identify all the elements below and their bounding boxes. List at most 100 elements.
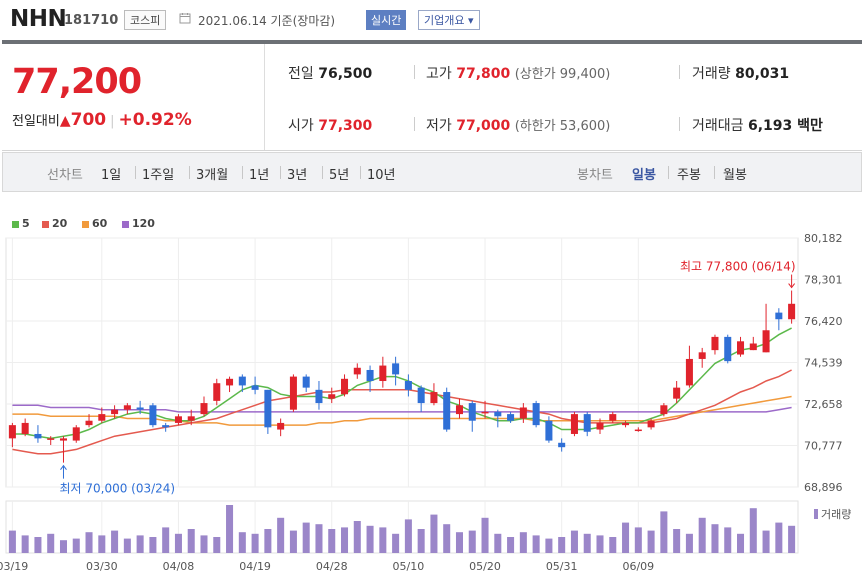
volume-bar [34, 537, 42, 553]
candle [47, 438, 55, 440]
candle [494, 411, 502, 417]
volume-bar [494, 533, 502, 553]
candle [417, 387, 425, 404]
tab-line-1주일[interactable]: 1주일 [142, 168, 175, 183]
y-tick-label: 74,539 [804, 357, 843, 370]
base-date: 2021.06.14 기준(장마감) [198, 14, 336, 28]
volume-bar [673, 529, 681, 553]
annotation-high-arrowhead [788, 283, 796, 289]
volume-bar [519, 532, 527, 553]
prev-close: 전일 76,500 [288, 66, 373, 82]
candle-chart-label: 봉차트 [577, 168, 613, 183]
candle [545, 420, 553, 441]
candle [443, 392, 451, 430]
volume-bar [315, 524, 323, 553]
tab-line-10년[interactable]: 10년 [367, 168, 396, 183]
volume-bar [47, 533, 55, 553]
candle [59, 438, 67, 441]
current-price: 77,200 [12, 62, 142, 102]
volume-bar [443, 524, 451, 553]
y-tick-label: 72,658 [804, 398, 843, 411]
realtime-button[interactable]: 실시간 [366, 10, 407, 30]
volume-bar [149, 537, 157, 553]
volume-bar [238, 532, 246, 553]
volume-bar [226, 505, 234, 553]
high-price: 고가 77,800 (상한가 99,400) [426, 66, 611, 82]
tab-candle-일봉[interactable]: 일봉 [632, 168, 656, 183]
y-tick-label: 68,896 [804, 481, 843, 494]
candle [519, 407, 527, 419]
candle [302, 376, 310, 388]
candle [749, 343, 757, 351]
candle [634, 429, 642, 432]
volume-bar [366, 525, 374, 553]
tab-line-5년[interactable]: 5년 [329, 168, 350, 183]
volume-bar [302, 522, 310, 553]
annotation-low-arrowhead [60, 464, 67, 470]
volume-bar [328, 529, 336, 553]
volume-bar [468, 530, 476, 553]
volume-bar [392, 533, 400, 553]
volume-bar [289, 530, 297, 553]
volume-bar [200, 535, 208, 553]
y-tick-label: 70,777 [804, 440, 843, 453]
volume-bar [353, 521, 361, 553]
volume-bar [85, 532, 93, 553]
candle [162, 425, 170, 428]
candle [673, 387, 681, 399]
volume-bar [162, 527, 170, 553]
stock-code: 181710 [64, 13, 119, 28]
current-price-box: 77,200 전일대비▲700 | +0.92% [2, 44, 265, 150]
tab-line-1년[interactable]: 1년 [249, 168, 270, 183]
legend-ma20: 20 [42, 217, 67, 230]
volume-bar [749, 508, 757, 553]
candle [558, 442, 566, 448]
volume-bar [647, 530, 655, 553]
volume-bar [59, 540, 67, 553]
tab-candle-주봉[interactable]: 주봉 [677, 168, 701, 183]
candle [392, 363, 400, 375]
change-value: 700 [70, 110, 107, 130]
candle [341, 378, 349, 395]
volume-bar [558, 537, 566, 553]
volume-bar [609, 537, 617, 553]
up-arrow-icon: ▲ [59, 113, 71, 129]
tab-candle-월봉[interactable]: 월봉 [723, 168, 747, 183]
company-info-dropdown[interactable]: 기업개요 ▾ [418, 10, 480, 30]
candle [711, 336, 719, 351]
ma60-line [12, 395, 792, 426]
volume-bar [213, 537, 221, 553]
candle [685, 358, 693, 386]
volume-bar [762, 530, 770, 553]
volume-bar [123, 538, 131, 553]
volume-bar [187, 529, 195, 553]
price-chart[interactable]: 80,182 78,301 76,420 74,539 72,658 70,777 68,8… [0, 233, 864, 583]
stock-header: NHN 181710 코스피 2021.06.14 기준(장마감) 실시간 기업… [0, 0, 864, 42]
price-change: 전일대비▲700 | +0.92% [12, 110, 192, 130]
candle [379, 365, 387, 382]
volume-bar [251, 533, 259, 553]
candle [775, 312, 783, 320]
candle [289, 376, 297, 410]
candle [788, 303, 796, 320]
volume-bar [481, 517, 489, 553]
volume-bar [264, 529, 272, 553]
candle [622, 422, 630, 426]
candle [507, 414, 515, 421]
tab-line-1일[interactable]: 1일 [101, 168, 122, 183]
candle [136, 407, 144, 410]
tab-line-3개월[interactable]: 3개월 [196, 168, 229, 183]
candle [328, 394, 336, 399]
y-tick-label: 76,420 [804, 315, 843, 328]
candle [98, 414, 106, 421]
tab-line-3년[interactable]: 3년 [287, 168, 308, 183]
volume: 거래량 80,031 [692, 66, 790, 82]
x-tick-label: 03/19 [0, 560, 28, 573]
x-tick-label: 05/10 [393, 560, 425, 573]
candle [21, 422, 29, 434]
volume-legend-swatch [814, 509, 818, 519]
volume-bar [98, 535, 106, 553]
candle [72, 427, 80, 441]
candle [264, 389, 272, 428]
change-label: 전일대비 [12, 114, 60, 129]
